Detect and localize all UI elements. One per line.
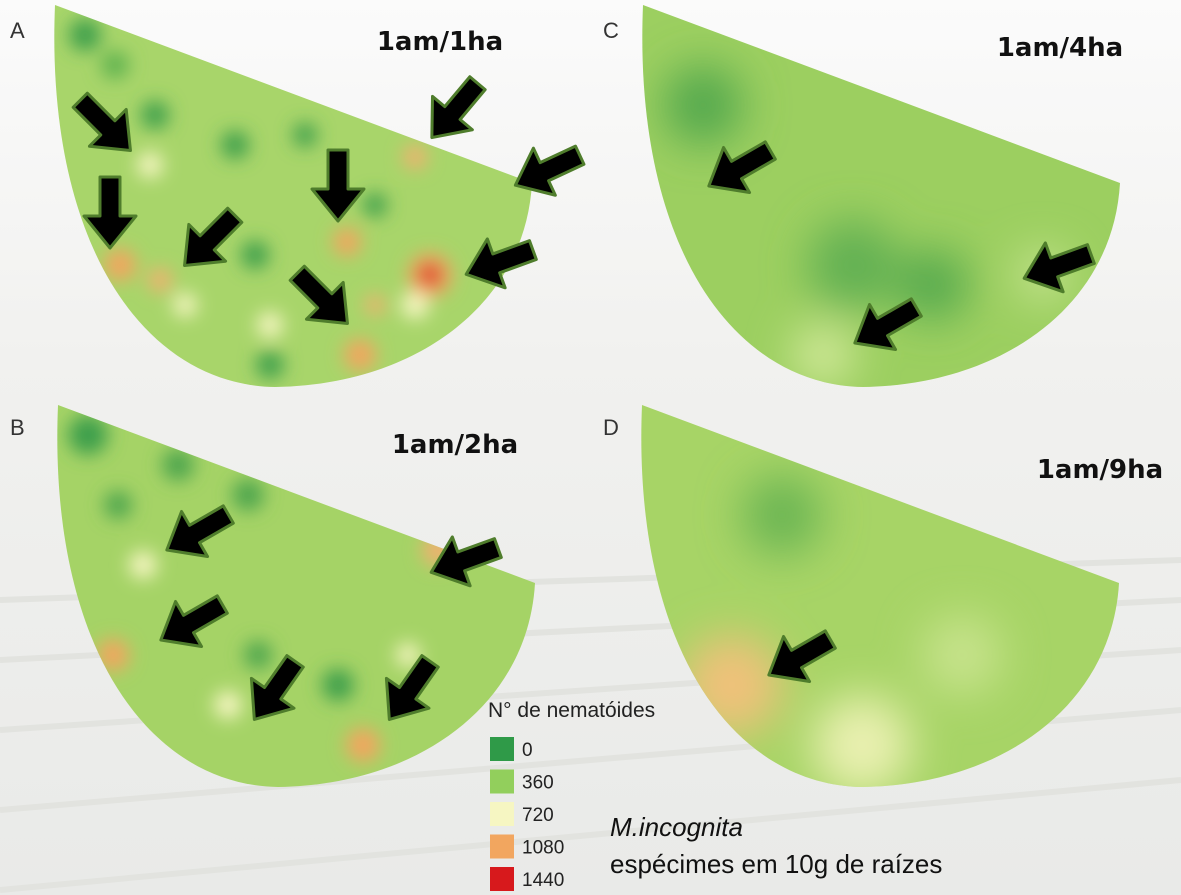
legend-label: 0 <box>522 740 533 761</box>
legend-label: 1080 <box>522 838 564 859</box>
legend-swatch <box>490 737 514 761</box>
panel-title: 1am/9ha <box>1037 455 1163 485</box>
panel-letter: D <box>603 415 619 440</box>
panel-title: 1am/2ha <box>392 430 518 460</box>
panel-title: 1am/1ha <box>377 27 503 57</box>
panel-letter: C <box>603 18 619 43</box>
legend-label: 1440 <box>522 870 564 891</box>
panel-letter: A <box>10 18 25 43</box>
panel-title: 1am/4ha <box>997 33 1123 63</box>
legend-swatch <box>490 769 514 794</box>
legend-swatch <box>490 867 514 891</box>
legend-swatch <box>490 834 514 859</box>
panel-letter: B <box>10 415 25 440</box>
caption-species: M.incognita <box>610 812 743 842</box>
legend-label: 360 <box>522 773 554 794</box>
labels: A 1am/1ha C 1am/4ha B 1am/2ha D 1am/9ha … <box>10 18 1163 879</box>
legend-label: 720 <box>522 805 554 826</box>
legend-title: N° de nematóides <box>488 699 655 722</box>
legend-swatch <box>490 802 514 826</box>
caption-unit: espécimes em 10g de raízes <box>610 849 942 879</box>
